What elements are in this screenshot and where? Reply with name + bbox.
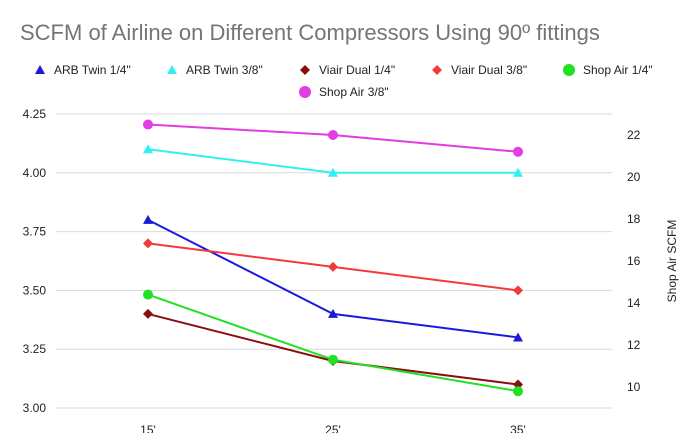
left-tick-label: 3.00: [23, 401, 47, 415]
legend-marker: [167, 65, 177, 74]
data-point: [513, 386, 523, 397]
right-tick-label: 14: [627, 296, 641, 310]
legend-label: ARB Twin 1/4": [54, 63, 131, 77]
x-tick-label: 25': [325, 423, 341, 433]
legend-marker: [35, 65, 45, 74]
data-point: [328, 261, 338, 272]
data-point: [143, 144, 153, 154]
legend-marker: [563, 64, 575, 76]
data-point: [328, 308, 338, 318]
legend-label: Shop Air 3/8": [319, 85, 389, 99]
right-tick-label: 18: [627, 212, 641, 226]
data-point: [513, 146, 523, 157]
left-tick-label: 3.50: [23, 283, 47, 297]
data-point: [328, 130, 338, 140]
legend-marker: [432, 65, 442, 75]
data-point: [143, 289, 153, 300]
legend-label: ARB Twin 3/8": [186, 63, 263, 77]
data-point: [328, 167, 338, 177]
legend-label: Viair Dual 1/4": [319, 63, 395, 77]
series-line: [147, 218, 519, 339]
right-tick-label: 20: [627, 170, 641, 184]
x-tick-label: 35': [510, 423, 526, 433]
data-point: [513, 167, 523, 177]
left-tick-label: 3.75: [23, 225, 47, 239]
left-tick-label: 3.25: [23, 342, 47, 356]
left-tick-label: 4.00: [23, 166, 47, 180]
left-tick-label: 4.25: [23, 107, 47, 121]
data-point: [143, 119, 153, 130]
legend-marker: [300, 65, 310, 75]
right-tick-label: 12: [627, 338, 641, 352]
right-tick-label: 10: [627, 380, 641, 394]
legend-marker: [299, 86, 311, 98]
data-point: [143, 308, 153, 319]
data-point: [513, 332, 523, 342]
data-point: [143, 214, 153, 224]
legend-label: Shop Air 1/4": [583, 63, 653, 77]
chart-title: SCFM of Airline on Different Compressors…: [20, 20, 600, 45]
data-point: [328, 354, 338, 365]
right-tick-label: 22: [627, 128, 641, 142]
data-point: [143, 238, 153, 249]
right-axis-title: Shop Air SCFM: [665, 220, 679, 303]
x-tick-label: 15': [140, 423, 156, 433]
right-tick-label: 16: [627, 254, 641, 268]
data-point: [513, 285, 523, 296]
legend-label: Viair Dual 3/8": [451, 63, 527, 77]
